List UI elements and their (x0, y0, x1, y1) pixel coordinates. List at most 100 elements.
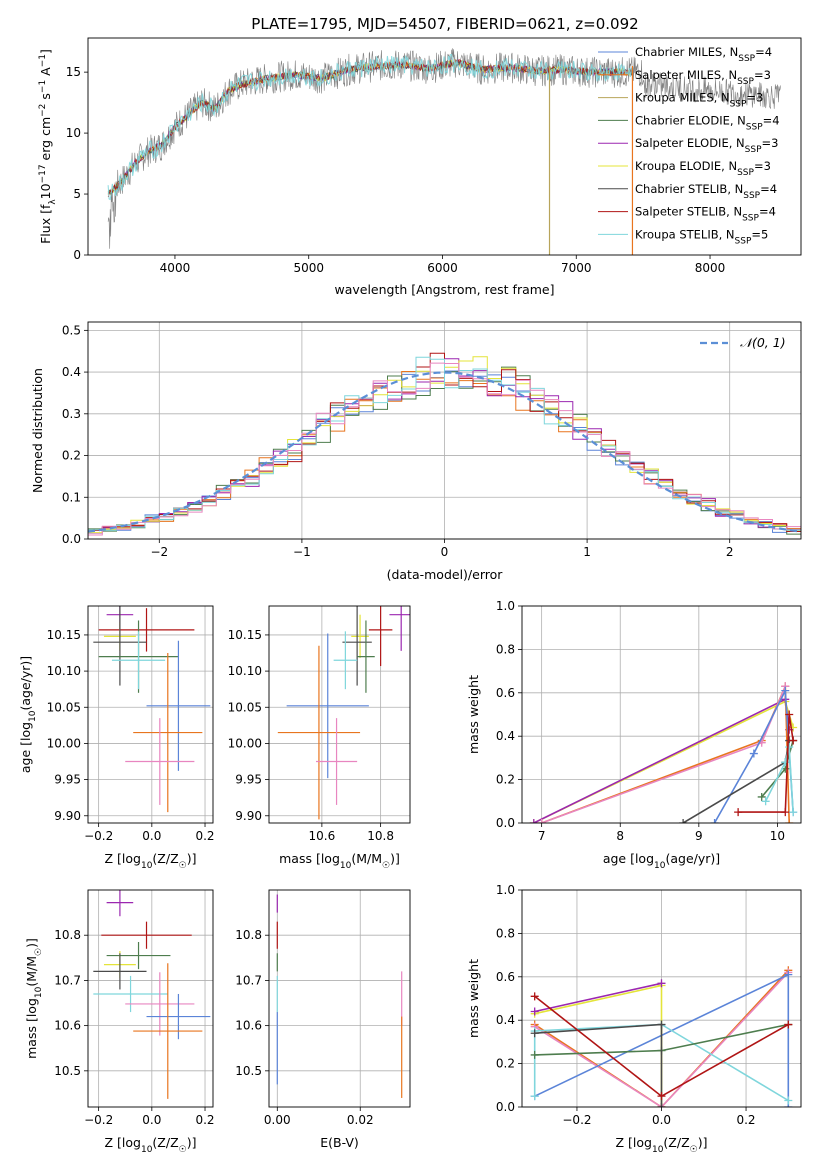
legend-label: Kroupa ELODIE, NSSP=3 (635, 159, 771, 178)
legend-label: Salpeter MILES, NSSP=3 (635, 68, 771, 87)
y-tick-label: 10.10 (47, 664, 81, 678)
label-part: (M/M (24, 956, 39, 987)
label-part: Z [log (616, 1135, 652, 1150)
axes-frame (87, 321, 802, 540)
weight-marker (757, 792, 766, 801)
x-tick-label: 0.0 (142, 1113, 161, 1127)
y-tick-label: 0.0 (496, 816, 515, 830)
legend-name: Chabrier MILES, N (635, 45, 738, 59)
weight-marker (537, 819, 546, 823)
label-part: 10 (654, 861, 666, 871)
y-tick-label: 10.7 (54, 973, 81, 987)
weight-marker (784, 1020, 793, 1029)
label-part: A (38, 67, 53, 80)
label-part: (age/yr)] (18, 656, 33, 711)
plot-area (269, 890, 410, 1107)
legend-count: =4 (755, 45, 772, 59)
weight-marker (657, 1103, 666, 1107)
label-part: ] (38, 49, 53, 54)
legend-label: Salpeter STELIB, NSSP=4 (635, 205, 776, 224)
legend-sub: SSP (742, 214, 759, 224)
legend-count: =4 (759, 205, 776, 219)
y-tick-label: 0.4 (496, 1013, 515, 1027)
x-axis-label: Z [log10(Z/Z☉)] (616, 1135, 708, 1155)
y-tick-label: 0.4 (62, 365, 81, 379)
x-tick-label: 0.2 (195, 1113, 214, 1127)
x-tick-label: 0.0 (652, 1113, 671, 1127)
y-tick-label: 0.3 (62, 407, 81, 421)
label-part: −2 (38, 104, 48, 117)
legend-label: Kroupa STELIB, NSSP=5 (635, 227, 768, 246)
label-part: mass [log (279, 851, 340, 866)
label-part: 10 (38, 183, 53, 199)
label-part: Z [log (105, 851, 141, 866)
y-tick-label: 15 (66, 65, 81, 79)
weight-line (534, 969, 789, 1107)
weight-marker (530, 992, 539, 1001)
label-part: −17 (38, 164, 48, 183)
plot-marks (530, 966, 793, 1107)
legend-sub: SSP (735, 236, 752, 246)
y-tick-label: 0.8 (496, 642, 515, 656)
weight-marker (781, 686, 790, 695)
y-tick-label: 9.95 (54, 773, 81, 787)
legend-label: 𝒩(0, 1) (740, 335, 786, 350)
residual-histogram-panel: −2 −1 0 1 2 0.0 0.1 0.2 0.3 0.4 0.5 𝒩(0, 1) (data-mo… (30, 321, 802, 582)
y-tick-label: 10.10 (228, 664, 262, 678)
y-tick-label: 0.4 (496, 729, 515, 743)
label-part: 10 (340, 861, 352, 871)
x-tick-label: 1 (583, 545, 591, 559)
label-part: 10 (28, 710, 38, 722)
weight-line (533, 1023, 789, 1102)
label-part: ☉ (179, 861, 187, 871)
plot-marks (529, 682, 798, 823)
weight-marker (530, 1092, 539, 1101)
weight-marker (749, 749, 758, 758)
x-tick-label: 5000 (293, 261, 324, 275)
legend-sub: SSP (737, 77, 754, 87)
label-part: mass weight (466, 959, 481, 1038)
x-tick-label: 0.2 (736, 1113, 755, 1127)
weight-marker (657, 1020, 666, 1029)
plot-area (88, 38, 801, 255)
legend-sub: SSP (746, 122, 763, 132)
model-spectrum (107, 59, 633, 198)
y-tick-label: 10.6 (54, 1019, 81, 1033)
mass-vs-extinction-panel: 0.00 0.02 10.5 10.6 10.7 10.8 E(B-V) (235, 889, 411, 1150)
age-vs-metallicity-panel: −0.2 0.0 0.2 9.90 9.95 10.00 10.05 10.10 10.15 Z … (18, 605, 215, 871)
x-tick-label: 7 (538, 829, 546, 843)
y-tick-label: 9.90 (235, 809, 262, 823)
x-tick-label: 0.00 (264, 1113, 291, 1127)
label-part: )] (698, 1135, 708, 1150)
weight-vs-metallicity-panel: −0.2 0.0 0.2 0.0 0.2 0.4 0.6 0.8 1.0 Z [log10(Z/Z… (466, 883, 802, 1155)
plot-area (88, 890, 213, 1107)
legend-name: Chabrier ELODIE, N (635, 113, 746, 127)
label-part: −1 (38, 54, 48, 67)
axes-frame (521, 889, 802, 1108)
label-part: wavelength [Angstrom, rest frame] (334, 282, 554, 297)
y-tick-label: 0.2 (496, 1057, 515, 1071)
x-tick-label: −1 (293, 545, 311, 559)
weight-marker (784, 970, 793, 979)
weight-line (738, 714, 794, 813)
label-part: (data-model)/error (387, 567, 504, 582)
label-part: (age/yr)] (665, 851, 720, 866)
weight-marker (789, 736, 798, 745)
y-tick-label: 5 (73, 187, 81, 201)
weight-marker (679, 819, 688, 823)
weight-marker (781, 808, 790, 817)
y-tick-label: 0 (73, 248, 81, 262)
label-part: (Z/Z (152, 1135, 178, 1150)
weight-marker (529, 819, 538, 823)
y-tick-label: 10.15 (47, 628, 81, 642)
y-tick-label: 0.8 (496, 926, 515, 940)
label-part: ☉ (34, 948, 44, 956)
y-tick-label: 10.00 (228, 736, 262, 750)
y-tick-label: 0.1 (62, 490, 81, 504)
legend-name: Kroupa STELIB, N (635, 227, 735, 241)
plot-marks (88, 352, 801, 538)
weight-marker (657, 1092, 666, 1101)
y-axis-label: Normed distribution (30, 368, 45, 493)
legend-count: =3 (754, 159, 771, 173)
